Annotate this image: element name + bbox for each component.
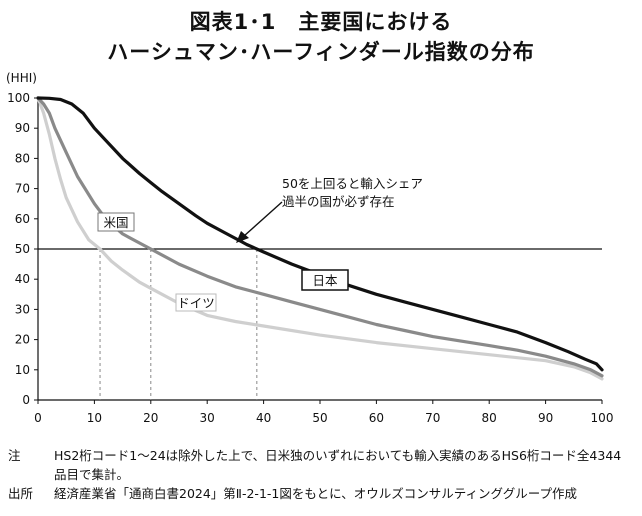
- series-lines: [36, 96, 604, 381]
- series-label: 米国: [103, 215, 128, 230]
- series-label: 日本: [312, 273, 338, 288]
- y-tick-label: 0: [22, 393, 30, 407]
- annotation-text: 50を上回ると輸入シェア: [282, 176, 423, 191]
- note-head: 注: [8, 448, 21, 463]
- axes-and-ticks: (HHI) 0 10 20 30 40 50 60 70 80 90 100 0 10 20 30 40 50 60…: [6, 71, 613, 425]
- x-tick-label: 100: [591, 411, 614, 425]
- series-line-1: [36, 96, 604, 378]
- x-tick-label: 40: [256, 411, 271, 425]
- y-tick-label: 80: [15, 151, 30, 165]
- note-row: 注 HS2桁コード1～24は除外した上で、日米独のいずれにおいても輸入実績のある…: [8, 446, 624, 484]
- annotation-arrow: [243, 201, 283, 237]
- chart-title-line1: 図表1･1 主要国における: [189, 10, 453, 34]
- y-tick-label: 60: [15, 212, 30, 226]
- annotation-text: 過半の国が必ず存在: [282, 194, 395, 209]
- x-tick-label: 80: [482, 411, 497, 425]
- series-label-box: [301, 269, 349, 291]
- x-tick-label: 90: [538, 411, 553, 425]
- x-tick-label: 30: [200, 411, 215, 425]
- x-tick-label: 0: [34, 411, 42, 425]
- source-body: 経済産業省「通商白書2024」第Ⅱ-2-1-1図をもとに、オウルズコンサルティン…: [54, 486, 577, 501]
- series-label-box: [175, 293, 217, 312]
- x-tick-label: 50: [312, 411, 327, 425]
- y-tick-label: 20: [15, 333, 30, 347]
- y-tick-label: 100: [7, 91, 30, 105]
- x-tick-label: 10: [87, 411, 102, 425]
- y-tick-label: 30: [15, 302, 30, 316]
- annotation-arrowhead: [236, 231, 249, 243]
- x-tick-label: 70: [425, 411, 440, 425]
- y-tick-label: 40: [15, 272, 30, 286]
- x-tick-label: 60: [369, 411, 384, 425]
- series-line-0: [36, 96, 604, 372]
- note-body: HS2桁コード1～24は除外した上で、日米独のいずれにおいても輸入実績のあるHS…: [54, 448, 622, 482]
- hhi-distribution-chart: (HHI) 0 10 20 30 40 50 60 70 80 90 100 0 10 20 30 40 50 60…: [6, 71, 613, 425]
- y-tick-label: 70: [15, 182, 30, 196]
- x-tick-label: 20: [143, 411, 158, 425]
- series-line-2: [36, 96, 604, 381]
- source-row: 出所 経済産業省「通商白書2024」第Ⅱ-2-1-1図をもとに、オウルズコンサル…: [8, 484, 624, 503]
- series-label-box: [97, 212, 135, 232]
- y-tick-label: 10: [15, 363, 30, 377]
- source-head: 出所: [8, 486, 34, 501]
- chart-title-line2: ハーシュマン･ハーフィンダール指数の分布: [107, 40, 535, 64]
- y-tick-label: 90: [15, 121, 30, 135]
- y-tick-label: 50: [15, 242, 30, 256]
- series-label: ドイツ: [177, 296, 215, 311]
- footnotes: 注 HS2桁コード1～24は除外した上で、日米独のいずれにおいても輸入実績のある…: [8, 446, 624, 503]
- y-axis-label: (HHI): [6, 71, 37, 85]
